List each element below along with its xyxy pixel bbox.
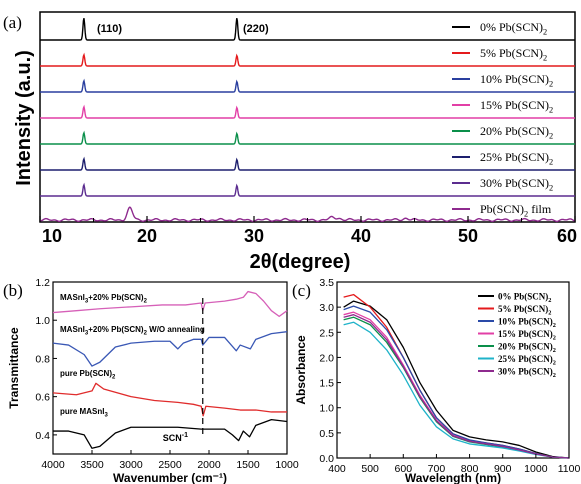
ftir-line-0: [52, 290, 288, 318]
legend-label-c-4: 20% Pb(SCN)2: [498, 342, 556, 355]
xtick-label-b-2: 3000: [119, 459, 143, 471]
xtick-label-c-2: 600: [395, 463, 413, 475]
xtick-label-b-6: 1000: [275, 459, 299, 471]
ftir-line-3: [53, 418, 288, 449]
panel-a-x-ticks: 10 20 30 40 50 60: [39, 216, 577, 246]
xtick-label-a-0: 10: [42, 226, 62, 246]
legend-label-a-2: 10% Pb(SCN)2: [480, 72, 553, 89]
panel-a-y-axis-label: Intensity (a.u.): [13, 50, 35, 186]
ytick-label-c-7: 3.5: [319, 277, 334, 289]
scn-annotation: SCN-1: [163, 432, 188, 443]
panel-c-legend: 0% Pb(SCN)25% Pb(SCN)210% Pb(SCN)215% Pb…: [478, 292, 556, 380]
panel-a-series-lines: [39, 18, 576, 223]
ytick-label-c-2: 1.0: [319, 403, 334, 415]
xrd-line-0: [40, 18, 575, 41]
ytick-label-b-0: 0.4: [35, 430, 50, 442]
xrd-line-1: [40, 52, 575, 67]
legend-label-a-0: 0% Pb(SCN)2: [480, 20, 547, 37]
xtick-label-b-4: 2000: [197, 459, 221, 471]
legend-label-c-0: 0% Pb(SCN)2: [498, 292, 551, 305]
legend-label-c-1: 5% Pb(SCN)2: [498, 304, 551, 317]
panel-c-label: (c): [292, 281, 311, 300]
xtick-label-a-5: 60: [557, 226, 577, 246]
legend-label-c-3: 15% Pb(SCN)2: [498, 329, 556, 342]
xtick-label-c-3: 700: [428, 463, 446, 475]
panel-a-frame: [39, 11, 576, 223]
xtick-label-c-1: 500: [361, 463, 379, 475]
xrd-line-4: [40, 130, 575, 145]
panel-c-x-axis-label: Wavelength (nm): [405, 471, 501, 484]
panel-c-frame: [336, 281, 570, 459]
panel-b-series-labels: MASnI3+20% Pb(SCN)2 MASnI3+20% Pb(SCN)2 W…: [60, 293, 205, 443]
xtick-label-c-7: 1100: [558, 463, 581, 475]
ftir-series-label-2: pure Pb(SCN)2: [60, 369, 116, 381]
xtick-label-c-0: 400: [328, 463, 346, 475]
xtick-label-a-3: 40: [351, 226, 371, 246]
peak-label-220: (220): [243, 23, 269, 35]
xtick-label-a-2: 30: [244, 226, 264, 246]
legend-label-c-6: 30% Pb(SCN)2: [498, 367, 556, 380]
xtick-label-b-0: 4000: [41, 459, 65, 471]
legend-label-a-1: 5% Pb(SCN)2: [480, 46, 547, 63]
panel-a-x-axis-label: 2θ(degree): [250, 251, 351, 273]
panel-b-ticks: 4000 3500 3000 2500 2000 1500 1000 0.4 0.6 0.8 1.0…: [35, 277, 298, 471]
xrd-line-6: [40, 182, 575, 197]
panel-a-legend: 0% Pb(SCN)2 5% Pb(SCN)2 10% Pb(SCN)2 15% Pb…: [452, 20, 553, 219]
abs-line-0: [343, 300, 570, 459]
panel-c-absorbance: (c) 400 500 600 700 800 900 1000 1100 0.0 0.5 1.0 1…: [292, 277, 580, 484]
xtick-label-a-4: 50: [458, 226, 478, 246]
legend-label-c-2: 10% Pb(SCN)2: [498, 317, 556, 330]
ytick-label-b-4: 1.2: [35, 277, 50, 289]
ftir-series-label-0: MASnI3+20% Pb(SCN)2: [60, 293, 148, 305]
panel-b-label: (b): [3, 281, 23, 300]
ytick-label-c-3: 1.5: [319, 378, 334, 390]
peak-label-110: (110): [97, 23, 122, 35]
xtick-label-b-1: 3500: [80, 459, 104, 471]
panel-c-ticks: 400 500 600 700 800 900 1000 1100 0.0 0.5 1.0 1.5 2.…: [319, 277, 580, 475]
legend-label-a-7: Pb(SCN)2 film: [480, 202, 552, 219]
xtick-label-a-1: 20: [137, 226, 157, 246]
ytick-label-c-0: 0.0: [319, 453, 334, 465]
xtick-label-b-5: 1500: [236, 459, 260, 471]
xtick-label-b-3: 2500: [158, 459, 182, 471]
legend-label-a-4: 20% Pb(SCN)2: [480, 124, 553, 141]
ftir-line-1: [52, 331, 288, 367]
ytick-label-b-3: 1.0: [35, 315, 50, 327]
ftir-series-label-3: pure MASnI3: [60, 407, 108, 419]
panel-b-y-axis-label: Transmittance: [7, 327, 21, 409]
legend-label-c-5: 25% Pb(SCN)2: [498, 354, 556, 367]
xrd-line-2: [40, 78, 575, 93]
ftir-series-label-1: MASnI3+20% Pb(SCN)2 W/O annealing: [60, 325, 205, 337]
xtick-label-c-6: 1000: [524, 463, 548, 475]
panel-c-y-axis-label: Absorbance: [294, 335, 308, 405]
ytick-label-b-2: 0.8: [35, 353, 50, 365]
ytick-label-c-6: 3.0: [319, 302, 334, 314]
abs-line-6: [343, 314, 570, 459]
panel-a-xrd: (a) 0% Pb(SCN)2 5% Pb(SCN)2 10% Pb(SCN)2 15…: [3, 11, 577, 273]
ytick-label-c-4: 2.0: [319, 352, 334, 364]
ytick-label-b-1: 0.6: [35, 392, 50, 404]
legend-label-a-3: 15% Pb(SCN)2: [480, 98, 553, 115]
panel-b-series-lines: [52, 290, 288, 449]
panel-b-ftir: (b) 4000 3500 3000 2500 2000 1500 1000 0.4 0.6 0.…: [3, 277, 299, 484]
panel-c-series-lines: [343, 293, 570, 459]
ytick-label-c-5: 2.5: [319, 327, 334, 339]
panel-b-frame: [52, 281, 288, 455]
abs-line-5: [343, 321, 570, 459]
xtick-label-c-4: 800: [461, 463, 479, 475]
abs-line-2: [343, 305, 570, 459]
xrd-line-5: [40, 156, 575, 171]
ftir-line-2: [52, 382, 287, 417]
xrd-line-3: [40, 104, 575, 119]
panel-a-label: (a): [3, 13, 22, 32]
legend-label-a-5: 25% Pb(SCN)2: [480, 150, 553, 167]
legend-label-a-6: 30% Pb(SCN)2: [480, 176, 553, 193]
xtick-label-c-5: 900: [494, 463, 512, 475]
ytick-label-c-1: 0.5: [319, 428, 334, 440]
panel-b-x-axis-label: Wavenumber (cm⁻¹): [113, 471, 227, 484]
